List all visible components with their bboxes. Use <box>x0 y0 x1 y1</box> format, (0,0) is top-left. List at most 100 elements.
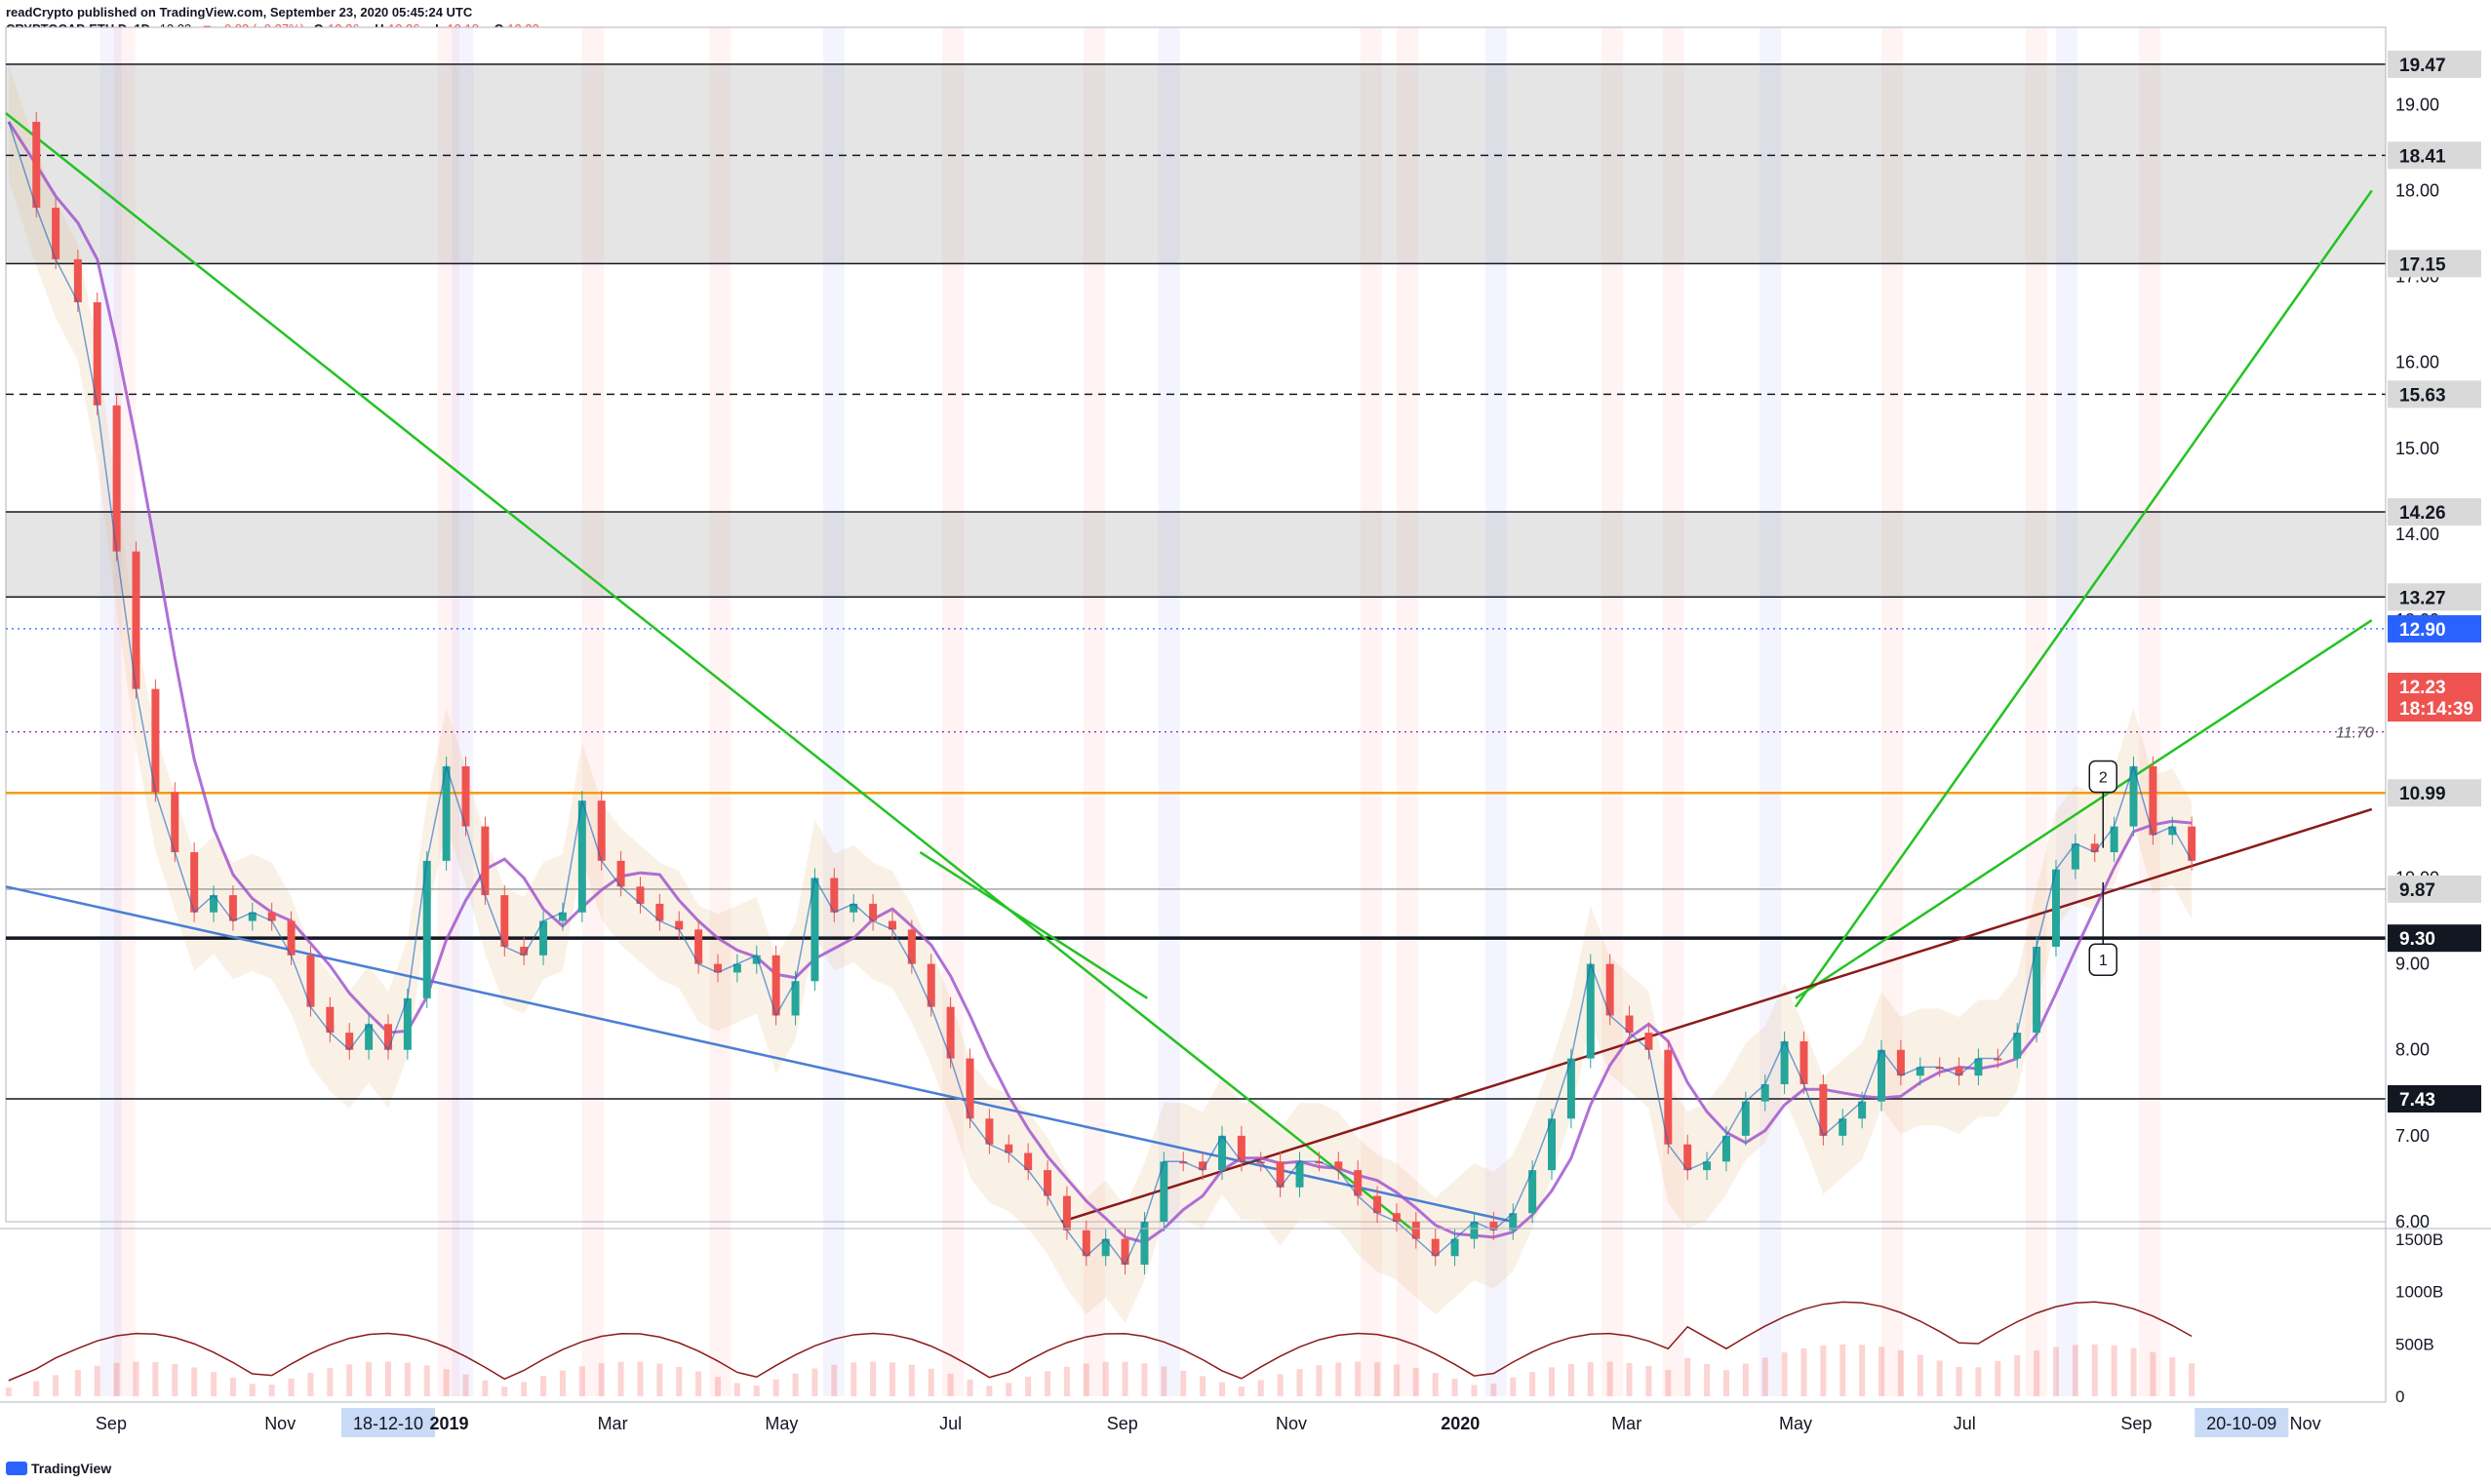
candle-body <box>2051 869 2060 947</box>
candle-body <box>907 929 916 964</box>
horizontal-levels <box>6 63 2386 1100</box>
volume-bar <box>268 1385 275 1396</box>
tradingview-mark-icon <box>6 1462 27 1475</box>
trend-line <box>1795 619 2373 999</box>
x-tick-label: Jul <box>939 1414 962 1433</box>
candle-body <box>1334 1161 1343 1171</box>
volume-bar <box>1316 1365 1323 1396</box>
session-stripe <box>99 27 122 1396</box>
volume-tick-label: 1500B <box>2395 1230 2443 1249</box>
candle-body <box>93 302 101 406</box>
price-badge-label: 19.47 <box>2399 56 2446 76</box>
volume-bar <box>986 1386 993 1396</box>
volume-tick-label: 500B <box>2395 1335 2434 1353</box>
candle-body <box>2149 765 2157 836</box>
candle-body <box>306 955 315 1007</box>
candle-body <box>1199 1161 1207 1171</box>
volume-tick-label: 0 <box>2395 1387 2404 1406</box>
session-stripe <box>1760 27 1782 1396</box>
x-tick-label: 2020 <box>1441 1414 1480 1433</box>
volume-bar <box>1800 1347 1807 1396</box>
candle-body <box>190 852 199 913</box>
volume-bar <box>152 1361 159 1396</box>
tradingview-brand: TradingView <box>31 1461 112 1476</box>
candle-body <box>52 208 60 259</box>
time-badge <box>2194 1408 2289 1437</box>
x-tick-label: Sep <box>2120 1414 2152 1433</box>
volume-bar <box>889 1362 895 1396</box>
candle-body <box>151 688 160 793</box>
candle-body <box>539 920 548 956</box>
candle-body <box>655 903 664 921</box>
candle-body <box>1217 1135 1226 1171</box>
candle-body <box>132 551 140 689</box>
x-tick-label: May <box>765 1414 798 1433</box>
volume-bar <box>1549 1367 1556 1396</box>
volume-bar <box>1218 1382 1225 1396</box>
volume-bar <box>1277 1374 1284 1396</box>
volume-bar <box>1975 1367 1982 1396</box>
candle-body <box>714 963 723 973</box>
candle-body <box>771 955 780 1016</box>
background-layer <box>5 26 2387 1396</box>
candle-body <box>365 1024 374 1050</box>
candle-body <box>1994 1058 2002 1061</box>
candle-body <box>403 997 412 1050</box>
candle-body <box>112 405 121 552</box>
session-stripe <box>822 27 845 1396</box>
candle-body <box>636 886 645 904</box>
volume-bar <box>598 1363 605 1396</box>
price-badge <box>2388 380 2481 409</box>
volume-tick-label: 1000B <box>2395 1283 2443 1302</box>
candle-body <box>1062 1195 1071 1230</box>
session-stripe <box>2025 27 2047 1396</box>
volume-bar <box>1432 1373 1439 1396</box>
session-stripe <box>438 27 460 1396</box>
volume-bar <box>733 1383 740 1396</box>
candle-body <box>1586 963 1595 1059</box>
tradingview-logo[interactable]: TradingView <box>6 1461 111 1476</box>
candle-body <box>248 912 257 921</box>
candle-body <box>1625 1015 1634 1034</box>
candle-body <box>1044 1170 1052 1196</box>
candle-body <box>1140 1222 1149 1266</box>
volume-bar <box>5 1387 12 1396</box>
volume-bar <box>1820 1346 1827 1396</box>
candle-body <box>1276 1161 1285 1188</box>
candle-body <box>1935 1067 1944 1070</box>
price-badge <box>2388 779 2481 807</box>
volume-bar <box>2052 1347 2059 1396</box>
candle-body <box>732 963 741 973</box>
candle-body <box>383 1024 392 1050</box>
volume-bar <box>1471 1385 1478 1396</box>
volume-bar <box>307 1372 314 1396</box>
volume-bar <box>1567 1363 1574 1396</box>
volume-bar <box>288 1378 295 1396</box>
candle-body <box>1780 1040 1789 1084</box>
volume-bar <box>947 1373 954 1396</box>
volume-bar <box>1490 1384 1497 1396</box>
candle-body <box>1760 1083 1769 1102</box>
x-tick-label: May <box>1779 1414 1812 1433</box>
volume-bar <box>1374 1362 1381 1396</box>
candle-body <box>1566 1058 1575 1119</box>
candle-body <box>2129 765 2138 827</box>
candle-body <box>1392 1213 1401 1222</box>
volume-bar <box>443 1369 450 1396</box>
x-tick-label: 20-10-09 <box>2206 1414 2276 1433</box>
volume-bar <box>850 1362 857 1396</box>
candle-body <box>1955 1067 1963 1076</box>
candle-body <box>850 903 858 913</box>
volume-bar <box>1122 1361 1128 1396</box>
candle-body <box>442 765 451 861</box>
ma-envelope <box>8 62 2193 1324</box>
candle-body <box>927 963 935 1007</box>
price-badge <box>2388 141 2481 170</box>
volume-ma-line <box>8 1301 2193 1382</box>
x-tick-label: Sep <box>96 1414 127 1433</box>
volume-bar <box>2111 1345 2117 1396</box>
candle-body <box>2033 946 2041 1034</box>
session-stripe <box>709 27 731 1396</box>
volume-bar <box>1006 1383 1012 1396</box>
